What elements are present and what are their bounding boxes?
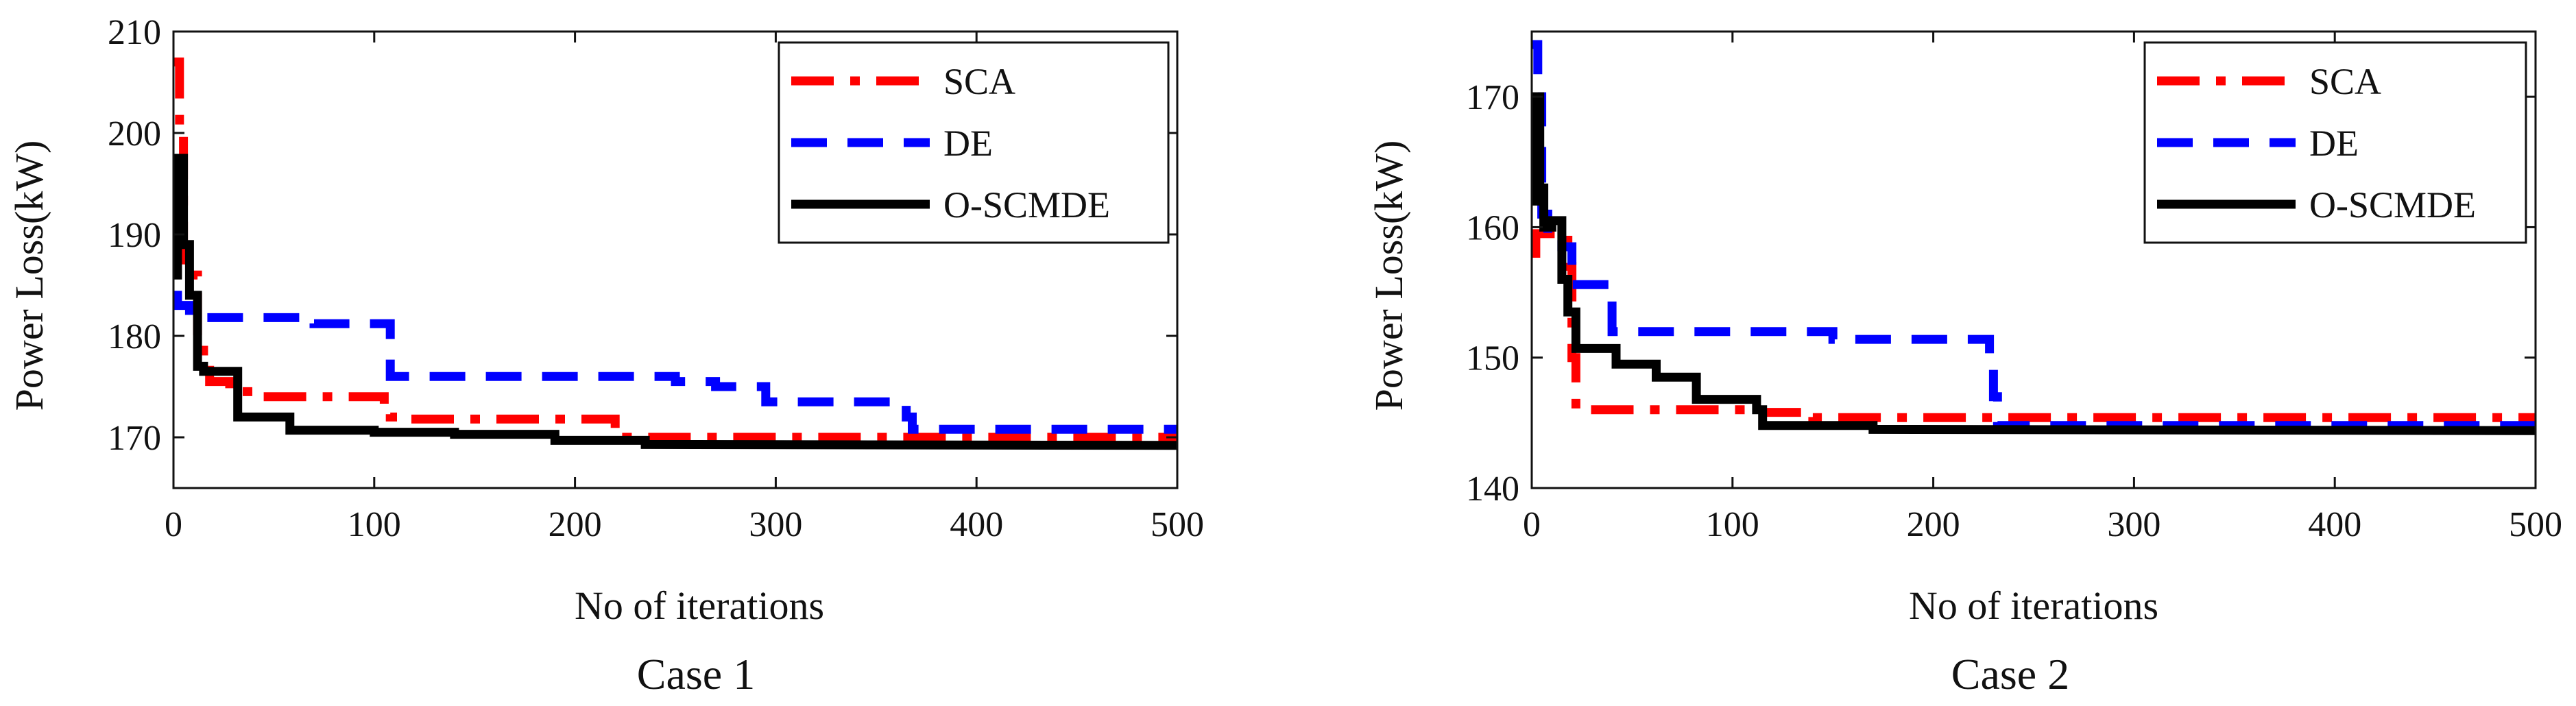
y-tick-label: 210: [108, 13, 161, 52]
plot-frame: [172, 30, 1179, 489]
series-line-o-scmde: [1532, 92, 2536, 435]
y-tick-label: 200: [108, 114, 161, 154]
legend: SCA DE O-SCMDE: [2143, 41, 2527, 244]
legend-box: [2143, 41, 2527, 244]
x-tick-label: 500: [1151, 505, 1204, 544]
legend-label-o-scmde: O-SCMDE: [2309, 184, 2476, 226]
y-tick-label: 180: [108, 317, 161, 356]
series-line-de: [173, 291, 1177, 434]
legend: SCA DE O-SCMDE: [778, 41, 1170, 244]
caption-case-1: Case 1: [637, 650, 755, 698]
y-tick-label: 170: [108, 419, 161, 458]
x-tick-label: 300: [749, 505, 802, 544]
x-tick-label: 0: [165, 505, 182, 544]
legend-label-de: DE: [2309, 123, 2359, 164]
y-tick-label: 150: [1466, 339, 1519, 378]
chart-case-2: Case 2 No of iterations Power Loss(kW) 0…: [1367, 30, 2562, 698]
series-group: [173, 57, 1177, 450]
x-axis-label: No of iterations: [1909, 583, 2158, 628]
x-tick-label: 400: [950, 505, 1003, 544]
x-tick-label: 100: [348, 505, 401, 544]
y-axis-label: Power Loss(kW): [1367, 141, 1411, 411]
legend-label-sca: SCA: [943, 61, 1015, 102]
x-tick-label: 200: [1907, 505, 1960, 544]
series-line-sca: [173, 57, 1177, 442]
plot-frame: [1530, 30, 2537, 489]
legend-box: [778, 41, 1170, 244]
y-tick-label: 160: [1466, 208, 1519, 247]
x-tick-label: 200: [549, 505, 602, 544]
series-line-o-scmde: [173, 154, 1177, 450]
x-axis-label: No of iterations: [575, 583, 824, 628]
x-tick-label: 500: [2509, 505, 2562, 544]
chart-case-1: Case 1 No of iterations Power Loss(kW) 0…: [7, 13, 1204, 698]
y-tick-label: 140: [1466, 470, 1519, 509]
y-tick-label: 170: [1466, 78, 1519, 117]
series-group: [1532, 40, 2536, 435]
legend-label-sca: SCA: [2309, 61, 2381, 102]
x-tick-label: 300: [2107, 505, 2160, 544]
caption-case-2: Case 2: [1951, 650, 2069, 698]
legend-label-de: DE: [943, 123, 993, 164]
x-tick-label: 100: [1706, 505, 1759, 544]
series-line-sca: [1532, 229, 2536, 422]
x-tick-label: 0: [1523, 505, 1541, 544]
legend-label-o-scmde: O-SCMDE: [943, 184, 1110, 226]
y-tick-label: 190: [108, 216, 161, 255]
x-tick-label: 400: [2308, 505, 2361, 544]
y-axis-label: Power Loss(kW): [7, 141, 51, 411]
